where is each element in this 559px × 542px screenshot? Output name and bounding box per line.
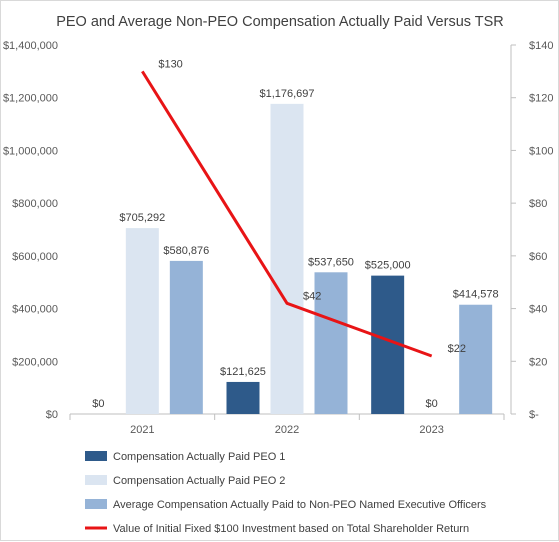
y-right-tick-label: $100	[529, 145, 553, 157]
legend-entry: Value of Initial Fixed $100 Investment b…	[113, 523, 469, 535]
bar	[459, 304, 493, 414]
axes-layer: $0 $200,000 $400,000 $600,000 $800,000 $1,000…	[3, 40, 554, 436]
legend-layer: Compensation Actually Paid PEO 1 Compensa…	[85, 451, 487, 535]
tsr-line	[141, 70, 433, 358]
bar	[226, 381, 260, 414]
y-right-tick-label: $-	[529, 409, 539, 421]
legend-entry: Compensation Actually Paid PEO 2	[113, 475, 285, 487]
bar-data-label: $705,292	[119, 212, 165, 224]
y-left-tick-label: $1,200,000	[3, 93, 58, 105]
labels-layer: $0 $121,625 $525,000 $705,292 $1,176,697 $0 $5…	[92, 58, 498, 410]
x-tick-label: 2021	[130, 424, 154, 436]
y-right-tick-label: $60	[529, 251, 547, 263]
line-layer	[141, 70, 433, 358]
bar-data-label: $537,650	[308, 256, 354, 268]
bar	[125, 228, 159, 414]
y-right-tick-label: $140	[529, 40, 553, 52]
bar	[314, 272, 348, 414]
bar-data-label: $1,176,697	[259, 88, 314, 100]
bar-data-label: $580,876	[163, 245, 209, 257]
x-tick-label: 2022	[275, 424, 299, 436]
y-left-tick-label: $200,000	[12, 356, 58, 368]
legend-entry: Average Compensation Actually Paid to No…	[113, 499, 487, 511]
y-left-tick-label: $0	[46, 409, 58, 421]
bar	[169, 260, 203, 414]
y-right-tick-label: $120	[529, 93, 553, 105]
legend-entry: Compensation Actually Paid PEO 1	[113, 451, 285, 463]
bars-layer	[125, 103, 493, 414]
y-left-tick-label: $1,400,000	[3, 40, 58, 52]
bar-data-label: $0	[92, 398, 104, 410]
x-tick-label: 2023	[419, 424, 443, 436]
y-right-tick-label: $20	[529, 356, 547, 368]
bar	[270, 103, 304, 414]
bar-data-label: $525,000	[365, 260, 411, 272]
y-right-tick-label: $40	[529, 304, 547, 316]
y-left-tick-label: $1,000,000	[3, 145, 58, 157]
y-left-tick-label: $400,000	[12, 304, 58, 316]
chart-title: PEO and Average Non-PEO Compensation Act…	[56, 14, 504, 30]
bar-data-label: $121,625	[220, 366, 266, 378]
legend-swatch	[85, 475, 107, 485]
legend-swatch	[85, 451, 107, 461]
line-data-label: $130	[158, 58, 182, 70]
line-data-label: $42	[303, 290, 321, 302]
bar-data-label: $0	[426, 398, 438, 410]
y-left-tick-label: $600,000	[12, 251, 58, 263]
bar-data-label: $414,578	[453, 289, 499, 301]
line-data-label: $22	[448, 343, 466, 355]
y-left-tick-label: $800,000	[12, 198, 58, 210]
y-right-tick-label: $80	[529, 198, 547, 210]
legend-swatch	[85, 499, 107, 509]
